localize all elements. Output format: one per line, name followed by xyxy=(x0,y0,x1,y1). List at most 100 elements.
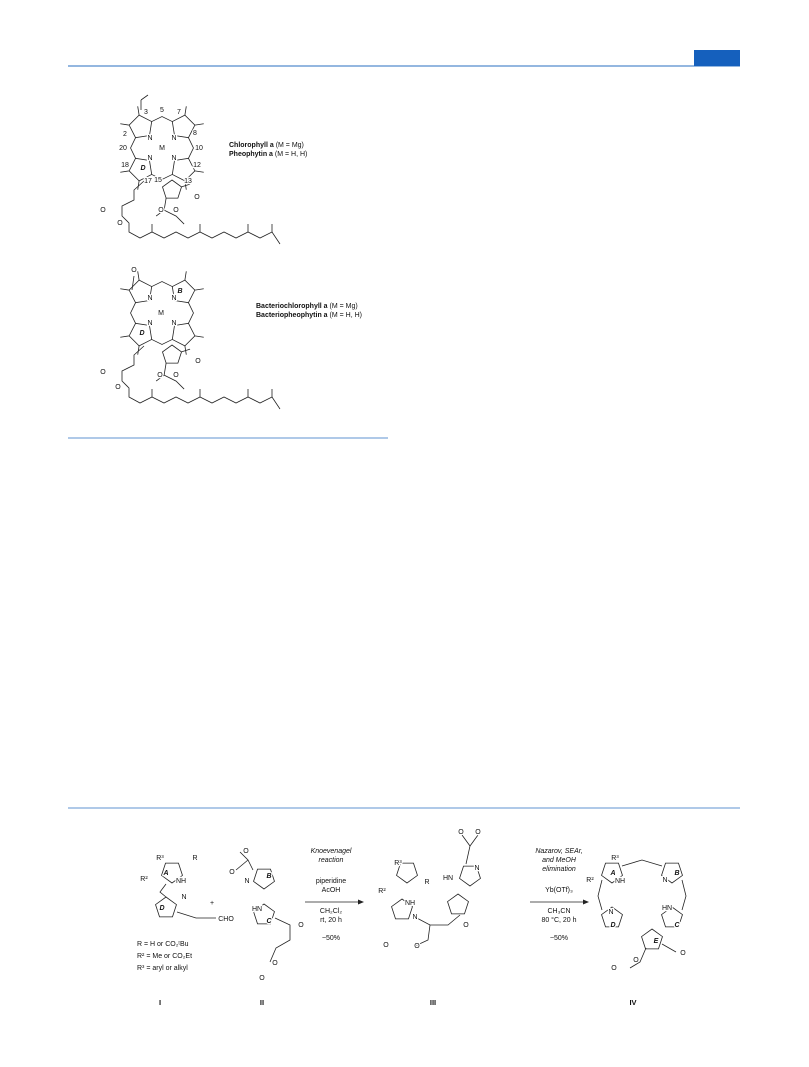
bond xyxy=(629,947,647,969)
atom-label: O xyxy=(414,943,420,950)
atom-label: O xyxy=(633,957,639,964)
atom-label: O xyxy=(100,369,106,376)
atom-label: O xyxy=(115,384,121,391)
plus: + xyxy=(210,900,214,907)
atom-label: N xyxy=(171,320,176,327)
condition: 80 °C, 20 h xyxy=(541,916,576,924)
atom-label: R³ xyxy=(156,855,164,862)
bond xyxy=(176,911,216,919)
bond xyxy=(163,374,185,390)
atom-label: R³ xyxy=(611,855,619,862)
arrowhead xyxy=(358,899,364,905)
condition: AcOH xyxy=(322,887,341,894)
bond xyxy=(621,859,663,867)
bond xyxy=(159,883,167,898)
condition: Yb(OTf)₃ xyxy=(545,887,573,894)
ring xyxy=(171,322,196,347)
metal: (M = Mg) xyxy=(330,303,358,310)
metal: (M = H, H) xyxy=(275,151,307,158)
ring xyxy=(391,898,413,920)
name: Bacteriochlorophyll a xyxy=(256,303,328,310)
ring xyxy=(128,279,153,304)
atom-label: N xyxy=(608,909,613,916)
bond xyxy=(184,271,187,281)
metal: (M = H, H) xyxy=(330,312,362,319)
compound-name: Bacteriochlorophyll a (M = Mg) xyxy=(256,303,358,310)
name: Pheophytin a xyxy=(229,151,273,158)
ring xyxy=(253,868,275,890)
bond xyxy=(194,123,204,126)
condition: piperidine xyxy=(316,878,346,885)
bond xyxy=(414,924,431,947)
compound-id: III xyxy=(430,998,436,1007)
atom-label: HN xyxy=(662,905,672,912)
atom-label: O xyxy=(131,267,137,274)
bond xyxy=(597,879,603,911)
bond xyxy=(121,345,281,410)
atom-label: N xyxy=(147,320,152,327)
name: Bacteriopheophytin a xyxy=(256,312,328,319)
atom-label: CHO xyxy=(218,916,234,923)
atom-label: HN xyxy=(252,906,262,913)
bond xyxy=(137,180,140,190)
ring xyxy=(162,179,182,199)
bond xyxy=(131,275,135,291)
atom-label: O xyxy=(117,220,123,227)
atom-label: N xyxy=(171,135,176,142)
ring xyxy=(128,114,153,139)
ring xyxy=(171,279,196,304)
atom-label: O xyxy=(298,922,304,929)
atom-label: O xyxy=(195,358,201,365)
atom-label: B xyxy=(177,288,182,295)
bond xyxy=(137,271,140,281)
atom-label: NH xyxy=(615,878,625,885)
bond xyxy=(130,137,136,159)
atom-label: 17 xyxy=(144,178,152,185)
atom-label: 3 xyxy=(144,109,148,116)
definition: R³ = aryl or alkyl xyxy=(137,965,188,972)
bond xyxy=(184,106,187,116)
bond xyxy=(461,834,471,865)
atom-label: O xyxy=(158,207,164,214)
bond xyxy=(120,335,130,338)
bond xyxy=(151,174,173,180)
bond xyxy=(151,339,173,345)
atom-label: D xyxy=(139,330,144,337)
ring xyxy=(171,114,196,139)
condition: CH₂Cl₂ xyxy=(320,908,342,915)
atom-label: 5 xyxy=(160,107,164,114)
bond xyxy=(140,94,149,101)
ring xyxy=(601,862,623,884)
atom-label: O xyxy=(611,965,617,972)
atom-label: D xyxy=(159,905,164,912)
atom-label: 15 xyxy=(154,177,162,184)
ring xyxy=(253,903,275,925)
compound-id: II xyxy=(260,998,264,1007)
condition: CH₃CN xyxy=(547,908,570,915)
atom-label: R² xyxy=(378,888,386,895)
condition: and MeOH xyxy=(542,857,577,864)
atom-label: N xyxy=(171,295,176,302)
ring xyxy=(641,928,663,950)
name: Chlorophyll a xyxy=(229,142,274,149)
atom-label: R² xyxy=(586,877,594,884)
bond xyxy=(181,348,191,353)
bond xyxy=(269,917,291,963)
atom-label: 18 xyxy=(121,162,129,169)
atom-label: A xyxy=(162,870,168,877)
atom-label: N xyxy=(147,135,152,142)
atom-label: O xyxy=(194,194,200,201)
bond xyxy=(151,116,173,122)
atom-label: N xyxy=(662,877,667,884)
atom-label: N xyxy=(244,878,249,885)
atom-label: B xyxy=(674,870,679,877)
atom-label: R xyxy=(192,855,197,862)
atom-label: N xyxy=(147,295,152,302)
atom-label: D xyxy=(610,922,615,929)
atom-label: N xyxy=(474,865,479,872)
atom-label: NH xyxy=(176,878,186,885)
bond xyxy=(130,302,136,324)
ring xyxy=(161,862,183,884)
bond xyxy=(120,288,130,291)
atom-label: O xyxy=(173,207,179,214)
